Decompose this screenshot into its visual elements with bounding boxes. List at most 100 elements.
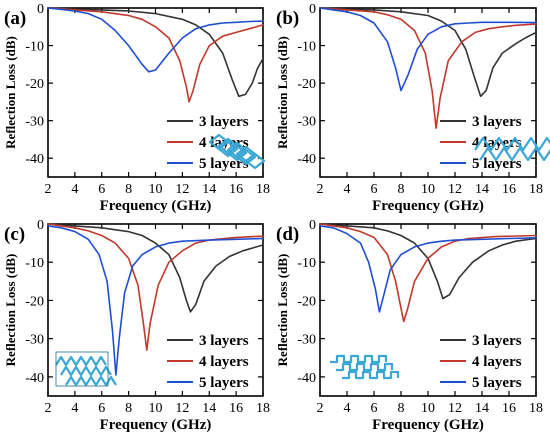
y-tick-label: -30	[297, 333, 316, 348]
x-tick-label: 12	[448, 182, 462, 197]
x-tick-label: 18	[529, 401, 543, 416]
y-tick-label: -20	[297, 77, 316, 92]
x-tick-label: 10	[421, 182, 435, 197]
x-tick-label: 8	[398, 182, 405, 197]
x-tick-label: 12	[448, 401, 462, 416]
series-line-2	[319, 7, 537, 129]
x-tick-label: 18	[256, 401, 270, 416]
y-tick-label: -20	[25, 294, 44, 309]
x-axis-label: Frequency (GHz)	[100, 417, 212, 433]
y-axis-label: Reflection Loss (dB)	[275, 36, 290, 149]
structure-illustration	[55, 351, 117, 387]
legend-label: 5 layers	[472, 375, 522, 391]
x-tick-label: 2	[317, 401, 324, 416]
x-tick-label: 8	[398, 401, 405, 416]
honeycomb-outline	[55, 351, 109, 387]
x-tick-label: 16	[502, 401, 516, 416]
x-tick-label: 12	[175, 401, 189, 416]
y-axis-label: Reflection Loss (dB)	[275, 254, 290, 367]
panel-label: (d)	[276, 224, 299, 245]
x-axis-label: Frequency (GHz)	[372, 198, 484, 214]
x-tick-label: 4	[71, 401, 78, 416]
honeycomb-row	[60, 365, 112, 377]
series-line-3	[319, 7, 537, 92]
legend-label: 3 layers	[199, 333, 249, 349]
x-tick-label: 6	[98, 401, 105, 416]
x-tick-label: 10	[149, 401, 163, 416]
x-tick-label: 8	[125, 182, 132, 197]
serpentine-row	[330, 354, 388, 364]
y-tick-label: 0	[309, 218, 316, 233]
y-tick-label: -10	[297, 40, 316, 55]
y-tick-label: -40	[25, 152, 44, 167]
series-line-1	[319, 223, 537, 300]
plot-frame	[319, 7, 537, 178]
x-tick-label: 18	[529, 182, 543, 197]
panel-label: (b)	[276, 8, 299, 29]
x-tick-label: 6	[371, 401, 378, 416]
honeycomb-row	[65, 375, 117, 387]
honeycomb-row	[55, 355, 107, 367]
x-tick-label: 8	[125, 401, 132, 416]
serpentine-row	[336, 362, 394, 372]
y-tick-label: -40	[297, 152, 316, 167]
y-axis-label: Reflection Loss (dB)	[3, 36, 18, 149]
chart-panel-4: 2 4 6 8 10 12 14 16 18 0 -10 -20 -30 -40 Frequency (GH…	[275, 218, 543, 433]
x-tick-label: 4	[344, 182, 351, 197]
y-tick-label: 0	[309, 2, 316, 17]
plot-frame	[47, 223, 264, 397]
series-line-3	[319, 225, 537, 313]
lattice-cell	[244, 152, 266, 170]
x-axis-label: Frequency (GHz)	[100, 198, 212, 214]
x-tick-label: 16	[229, 401, 243, 416]
y-tick-label: -20	[25, 77, 44, 92]
x-tick-label: 14	[202, 401, 216, 416]
x-tick-label: 2	[45, 182, 52, 197]
legend-label: 4 layers	[199, 354, 249, 370]
y-tick-label: -10	[297, 256, 316, 271]
series-line-2	[47, 223, 264, 351]
legend-label: 3 layers	[199, 114, 249, 130]
x-tick-label: 2	[45, 401, 52, 416]
lattice-cell	[217, 140, 239, 158]
x-tick-label: 18	[256, 182, 270, 197]
series-line-1	[47, 223, 264, 313]
x-tick-label: 16	[502, 182, 516, 197]
zigzag-structure	[474, 136, 550, 152]
x-tick-label: 12	[175, 182, 189, 197]
lattice-cell	[235, 148, 257, 166]
chart-panel-1: 2 4 6 8 10 12 14 16 18 0 -10 -20 -30 -40 Frequency (GH…	[3, 2, 270, 214]
x-tick-label: 6	[371, 182, 378, 197]
y-tick-label: -30	[25, 333, 44, 348]
structure-illustration	[208, 133, 266, 170]
panel-label: (a)	[4, 8, 26, 29]
legend-label: 3 layers	[472, 114, 522, 130]
legend-label: 5 layers	[472, 156, 522, 172]
zigzag-structure	[479, 146, 550, 162]
y-tick-label: 0	[37, 218, 44, 233]
x-tick-label: 16	[229, 182, 243, 197]
series-line-3	[47, 7, 264, 73]
structure-illustration	[330, 354, 400, 380]
serpentine-row	[342, 370, 400, 380]
y-tick-label: 0	[37, 2, 44, 17]
series-line-1	[47, 7, 264, 98]
x-tick-label: 10	[149, 182, 163, 197]
y-tick-label: -10	[25, 40, 44, 55]
panel-label: (c)	[4, 224, 25, 245]
structure-illustration	[474, 136, 550, 162]
x-axis-label: Frequency (GHz)	[372, 417, 484, 433]
y-tick-label: -40	[25, 371, 44, 386]
x-tick-label: 6	[98, 182, 105, 197]
y-axis-label: Reflection Loss (dB)	[3, 254, 18, 367]
x-tick-label: 2	[317, 182, 324, 197]
y-tick-label: -40	[297, 371, 316, 386]
chart-panel-2: 2 4 6 8 10 12 14 16 18 0 -10 -20 -30 -40 Frequency (GH…	[275, 2, 550, 214]
x-tick-label: 14	[475, 182, 489, 197]
y-tick-label: -10	[25, 256, 44, 271]
legend-label: 3 layers	[472, 333, 522, 349]
legend-label: 4 layers	[472, 354, 522, 370]
x-tick-label: 14	[475, 401, 489, 416]
